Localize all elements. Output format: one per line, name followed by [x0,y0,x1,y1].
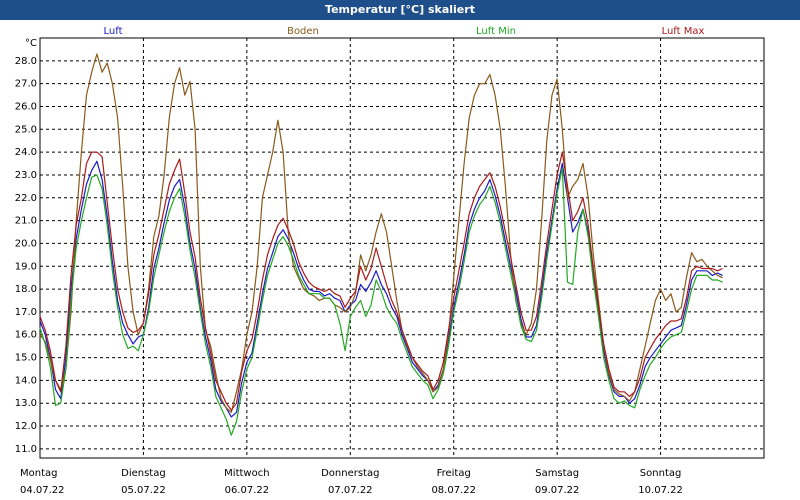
y-tick-label: 21.0 [15,216,37,227]
legend-entry: Luft Min [476,26,516,37]
y-tick-label: 17.0 [15,307,37,318]
y-tick-label: 26.0 [15,101,37,112]
y-tick-label: 15.0 [15,353,37,364]
y-tick-label: 19.0 [15,261,37,272]
x-date-label: 09.07.22 [535,485,580,496]
y-tick-label: 25.0 [15,124,37,135]
x-weekday-label: Dienstag [121,468,166,479]
x-weekday-label: Montag [20,468,57,479]
legend-entry: Luft Max [662,26,705,37]
y-tick-label: 28.0 [15,56,37,67]
x-weekday-label: Mittwoch [224,468,269,479]
y-tick-label: 24.0 [15,147,37,158]
x-date-label: 06.07.22 [225,485,270,496]
x-weekday-label: Sonntag [640,468,682,479]
y-tick-label: 18.0 [15,284,37,295]
x-weekday-label: Donnerstag [321,468,379,479]
series-line-boden [39,53,723,413]
y-tick-label: 12.0 [15,421,37,432]
y-tick-label: 20.0 [15,238,37,249]
series-line-luft [39,160,723,418]
legend-entry: Luft [104,26,123,37]
legend-entry: Boden [287,26,319,37]
x-weekday-label: Samstag [535,468,579,479]
x-date-label: 04.07.22 [20,485,65,496]
y-tick-label: 11.0 [15,444,37,455]
x-date-label: 10.07.22 [638,485,683,496]
x-date-label: 05.07.22 [121,485,166,496]
series-line-luft-max [39,151,723,411]
y-axis-unit: °C [25,38,37,49]
chart-title: Temperatur [°C] skaliert [0,0,800,20]
y-tick-label: 13.0 [15,398,37,409]
series-line-luft-min [39,167,723,436]
y-tick-label: 16.0 [15,330,37,341]
x-date-label: 07.07.22 [328,485,373,496]
x-weekday-label: Freitag [437,468,471,479]
y-tick-label: 23.0 [15,170,37,181]
y-tick-label: 14.0 [15,375,37,386]
plot-area [39,37,765,459]
y-tick-label: 27.0 [15,79,37,90]
y-tick-label: 22.0 [15,193,37,204]
x-date-label: 08.07.22 [431,485,476,496]
